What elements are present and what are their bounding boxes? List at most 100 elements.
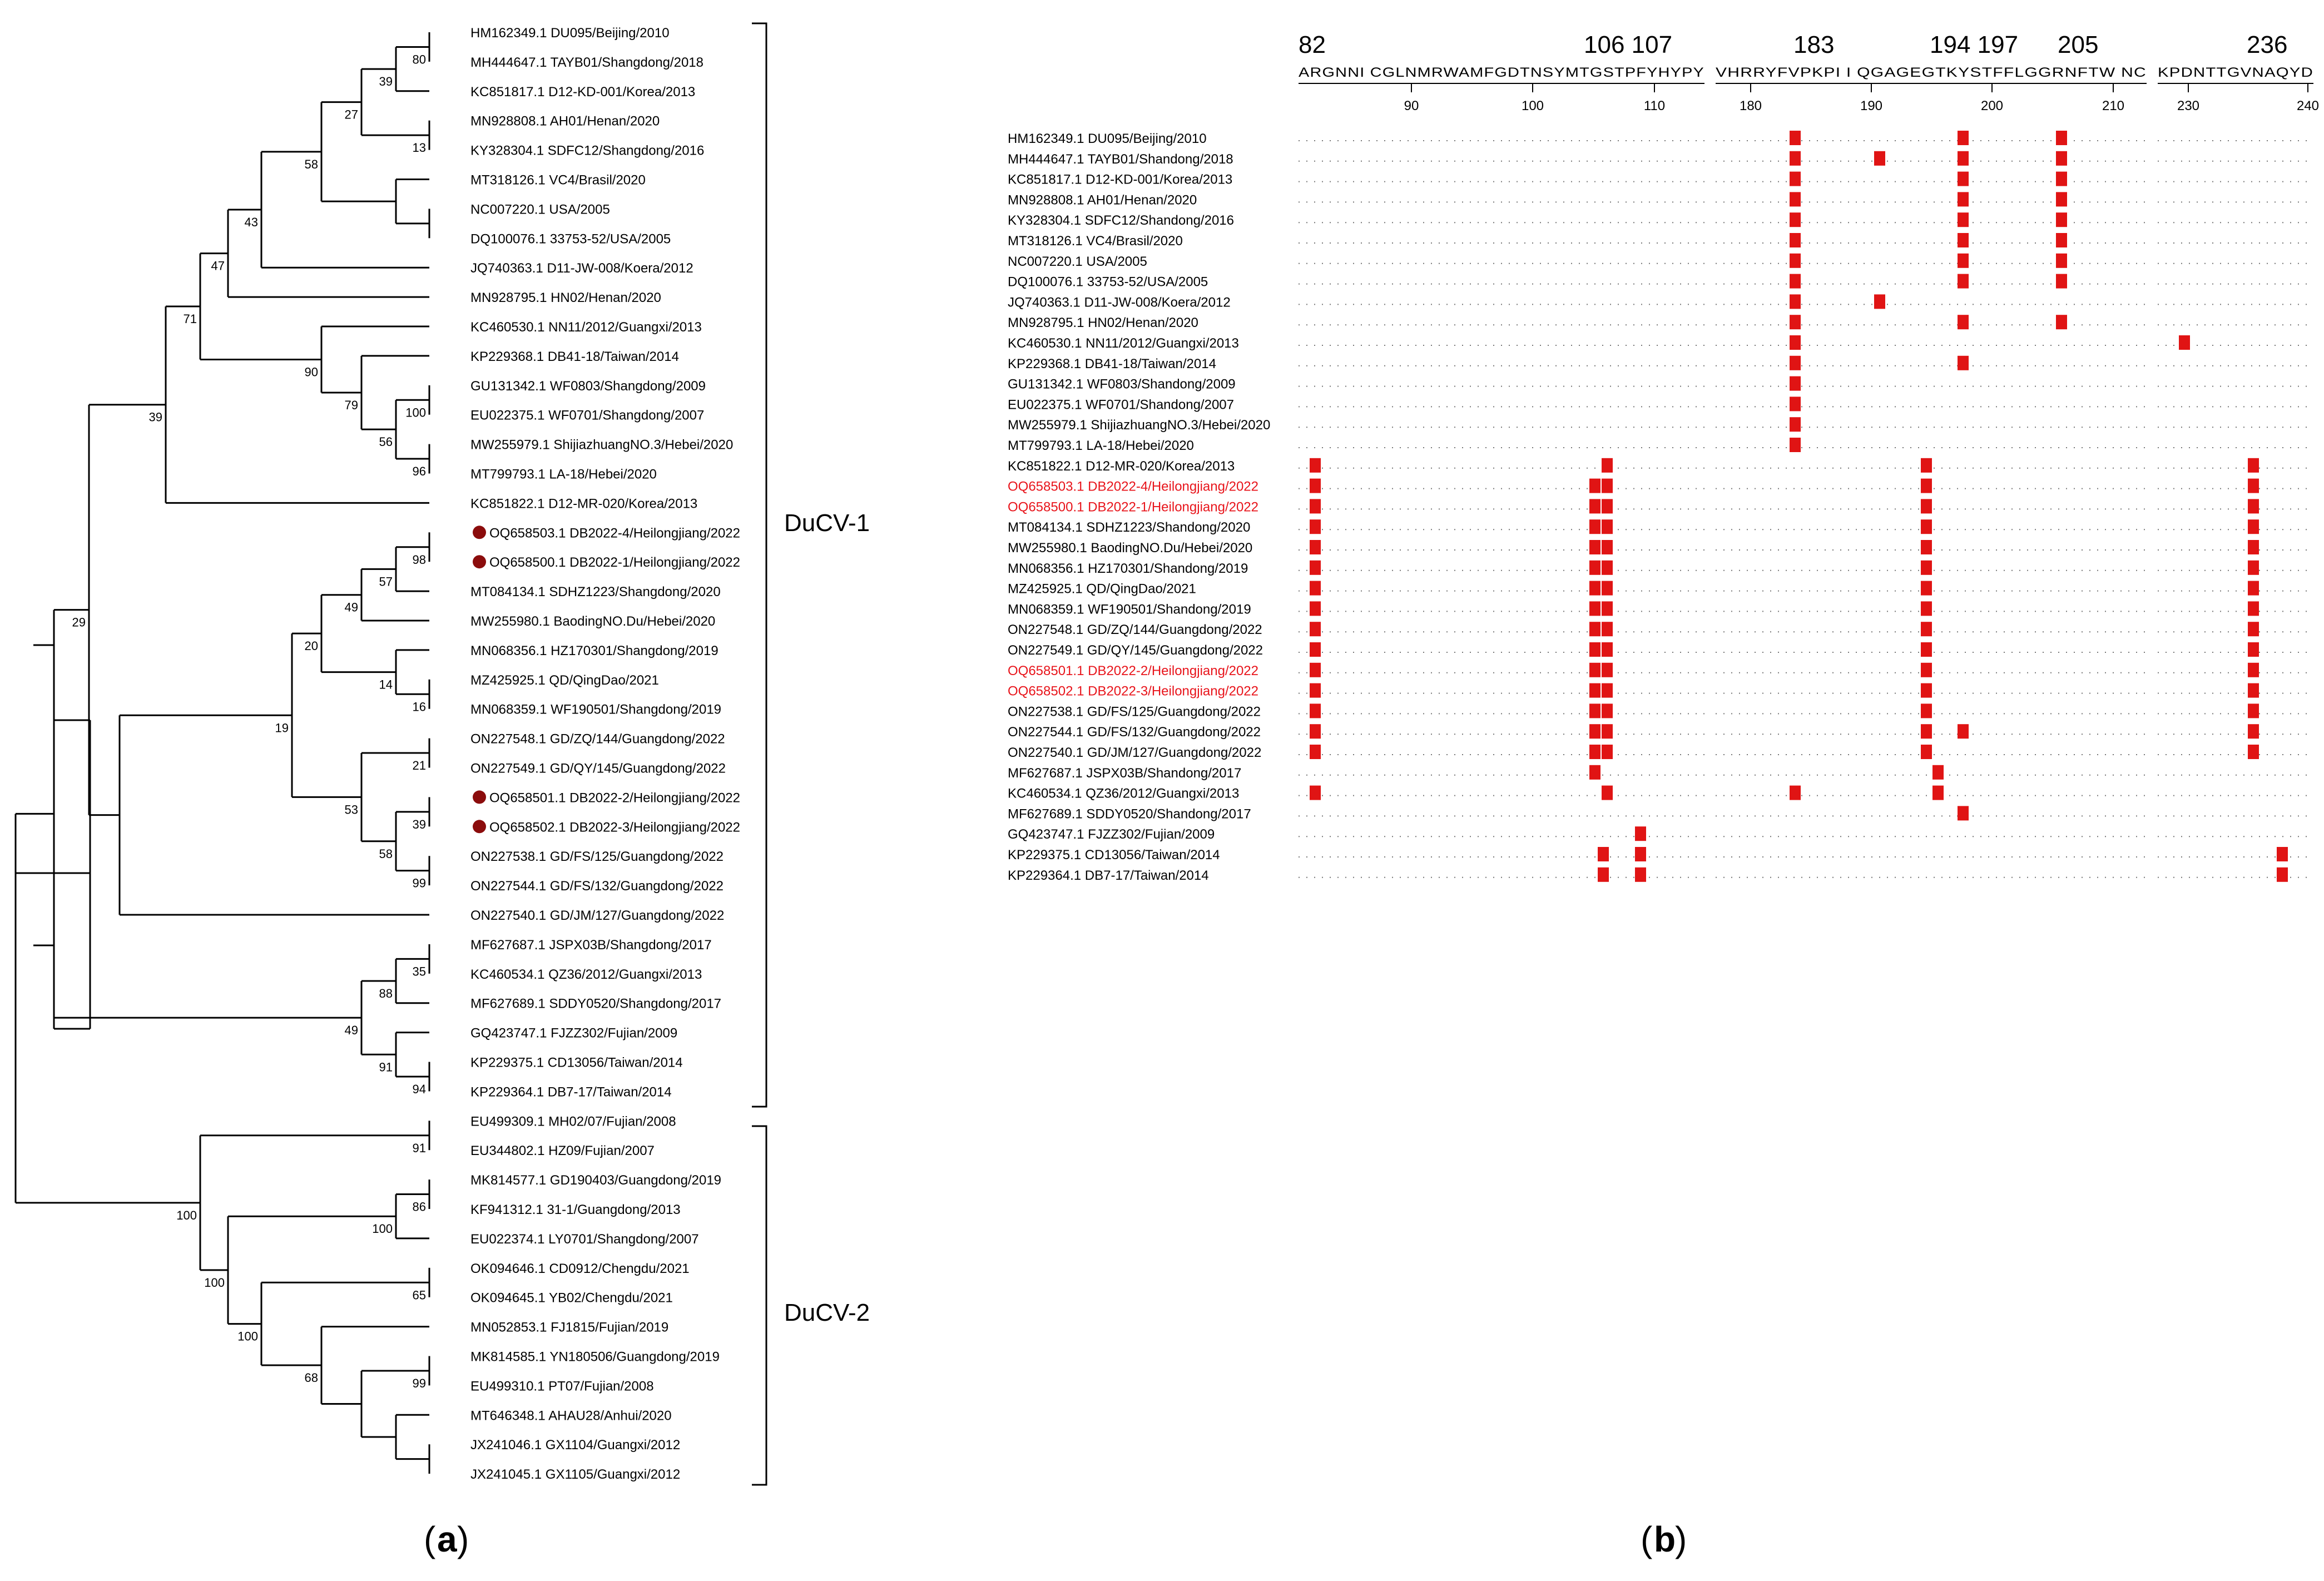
alignment-row-label: MF627689.1 SDDY0520/Shandong/2017 — [1008, 806, 1251, 821]
mutation-mark — [1310, 519, 1321, 534]
alignment-row-label: MN068359.1 WF190501/Shandong/2019 — [1008, 602, 1251, 617]
mutation-mark — [2248, 519, 2259, 534]
mutation-mark — [1790, 151, 1801, 166]
mutation-mark — [2056, 233, 2067, 247]
tree-leaf-label: OQ658500.1 DB2022-1/Heilongjiang/2022 — [489, 555, 740, 570]
bootstrap-value: 14 — [379, 678, 393, 692]
tree-leaf-label: EU344802.1 HZ09/Fujian/2007 — [470, 1143, 655, 1158]
tree-leaf-label: ON227538.1 GD/FS/125/Guangdong/2022 — [470, 849, 724, 864]
tree-leaf-label: MK814585.1 YN180506/Guangdong/2019 — [470, 1350, 720, 1365]
mutation-mark — [1602, 540, 1613, 554]
mutation-mark — [1310, 662, 1321, 677]
tree-leaf-label: OQ658502.1 DB2022-3/Heilongjiang/2022 — [489, 820, 740, 835]
alignment-row-label: MN068356.1 HZ170301/Shandong/2019 — [1008, 561, 1248, 576]
tree-leaf-label: MF627687.1 JSPX03B/Shangdong/2017 — [470, 938, 712, 953]
scale-tick-label: 190 — [1860, 98, 1882, 113]
panel-a-open: ( — [424, 1519, 435, 1559]
bootstrap-value: 39 — [149, 410, 162, 424]
tree-leaf-label: EU022375.1 WF0701/Shangdong/2007 — [470, 408, 704, 423]
panel-label-a: ( a ) — [424, 1519, 469, 1559]
mutation-mark — [1790, 438, 1801, 452]
bootstrap-value: 86 — [413, 1200, 426, 1214]
mutation-mark — [1790, 253, 1801, 268]
tree-leaf-label: EU022374.1 LY0701/Shangdong/2007 — [470, 1232, 699, 1247]
mutation-mark — [1602, 499, 1613, 514]
tree-leaf-label: KP229375.1 CD13056/Taiwan/2014 — [470, 1055, 683, 1070]
mutation-mark — [1921, 601, 1932, 616]
tree-leaf-label: ON227540.1 GD/JM/127/Guangdong/2022 — [470, 908, 724, 923]
mutation-mark — [1310, 724, 1321, 739]
mutation-mark — [1310, 745, 1321, 759]
alignment-row-label: MH444647.1 TAYB01/Shandong/2018 — [1008, 152, 1233, 167]
site-position-label: 205 — [2058, 31, 2098, 58]
mutation-mark — [1790, 417, 1801, 432]
tree-leaf-label: KY328304.1 SDFC12/Shangdong/2016 — [470, 143, 704, 158]
mutation-mark — [1310, 703, 1321, 718]
mutation-mark — [1602, 703, 1613, 718]
scale-tick-label: 90 — [1404, 98, 1419, 113]
bootstrap-value: 94 — [413, 1082, 426, 1096]
tree-leaf-label: MZ425925.1 QD/QingDao/2021 — [470, 673, 659, 688]
mutation-mark — [1310, 642, 1321, 657]
mutation-mark — [1958, 274, 1969, 289]
consensus-sequence: ARGNNI CGLNMRWAMFGDTNSYMTGSTPFYHYPY — [1299, 65, 1704, 80]
bootstrap-value: 57 — [379, 574, 393, 588]
mutation-mark — [1310, 499, 1321, 514]
bootstrap-value: 21 — [413, 759, 426, 772]
site-position-label: 236 — [2247, 31, 2287, 58]
bootstrap-value: 49 — [345, 1023, 358, 1037]
bootstrap-value: 98 — [413, 553, 426, 567]
mutation-mark — [2277, 867, 2288, 882]
tree-leaf-label: MT646348.1 AHAU28/Anhui/2020 — [470, 1408, 672, 1423]
bootstrap-value: 68 — [305, 1371, 318, 1385]
mutation-mark — [1790, 376, 1801, 391]
mutation-mark — [1602, 642, 1613, 657]
alignment-row-label: ON227549.1 GD/QY/145/Guangdong/2022 — [1008, 643, 1263, 658]
mutation-mark — [1790, 335, 1801, 350]
mutation-mark — [2248, 683, 2259, 698]
mutation-mark — [1602, 560, 1613, 575]
bootstrap-value: 29 — [72, 616, 86, 630]
mutation-mark — [1921, 478, 1932, 493]
tree-leaf-label: JX241046.1 GX1104/Guangxi/2012 — [470, 1438, 680, 1453]
mutation-mark — [1790, 355, 1801, 370]
clade-bracket-ducv2: DuCV-2 — [752, 1125, 870, 1486]
mutation-mark — [2056, 131, 2067, 145]
bootstrap-value: 71 — [184, 312, 197, 326]
mutation-mark — [1958, 315, 1969, 330]
mutation-mark — [1589, 560, 1600, 575]
mutation-mark — [1790, 315, 1801, 330]
highlight-dot-icon — [473, 526, 486, 539]
mutation-mark — [2248, 724, 2259, 739]
mutation-mark — [2248, 540, 2259, 554]
alignment-row-label: NC007220.1 USA/2005 — [1008, 254, 1147, 269]
mutation-mark — [2248, 499, 2259, 514]
bootstrap-value: 99 — [413, 1376, 426, 1390]
alignment-row-label: MT799793.1 LA-18/Hebei/2020 — [1008, 438, 1194, 453]
tree-leaf-label: JX241045.1 GX1105/Guangxi/2012 — [470, 1467, 680, 1482]
tree-leaf-label: MK814577.1 GD190403/Guangdong/2019 — [470, 1173, 721, 1188]
scale-tick-label: 110 — [1644, 98, 1665, 113]
mutation-mark — [1589, 662, 1600, 677]
mutation-mark — [1790, 192, 1801, 207]
mutation-mark — [1921, 703, 1932, 718]
tree-leaf-label: MT318126.1 VC4/Brasil/2020 — [470, 173, 646, 188]
mutation-mark — [1958, 151, 1969, 166]
mutation-mark — [1921, 683, 1932, 698]
bootstrap-value: 49 — [345, 601, 358, 614]
bootstrap-value: 58 — [379, 847, 393, 861]
mutation-mark — [1790, 131, 1801, 145]
mutation-mark — [1598, 867, 1609, 882]
tree-leaf-label: KC851817.1 D12-KD-001/Korea/2013 — [470, 85, 695, 100]
alignment-row-label: HM162349.1 DU095/Beijing/2010 — [1008, 131, 1207, 146]
bootstrap-value: 91 — [379, 1060, 393, 1074]
mutation-mark — [1635, 867, 1646, 882]
alignment-row-label: MW255979.1 ShijiazhuangNO.3/Hebei/2020 — [1008, 418, 1270, 433]
bootstrap-value: 47 — [211, 259, 225, 273]
bootstrap-value: 79 — [345, 398, 358, 412]
mutation-mark — [1602, 478, 1613, 493]
mutation-mark — [2248, 478, 2259, 493]
bootstrap-value: 13 — [413, 141, 426, 155]
tree-leaf-label: ON227548.1 GD/ZQ/144/Guangdong/2022 — [470, 732, 725, 747]
